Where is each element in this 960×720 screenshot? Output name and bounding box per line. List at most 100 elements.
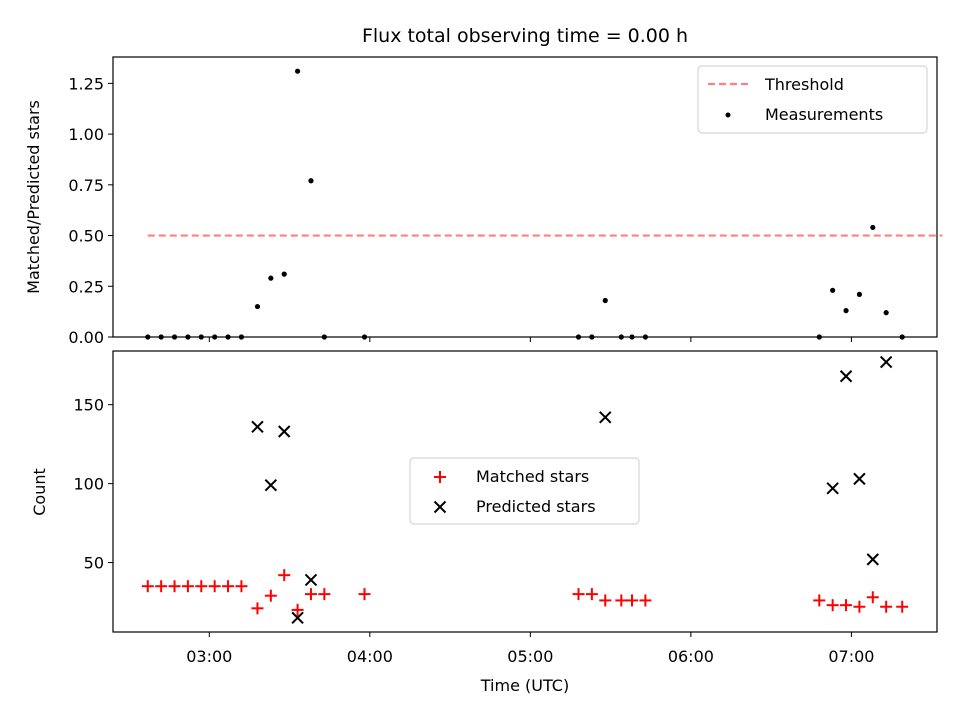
matched-star-point bbox=[813, 594, 826, 607]
predicted-star-point bbox=[879, 355, 893, 369]
matched-stars-points bbox=[141, 569, 909, 616]
predicted-star-point bbox=[826, 482, 839, 495]
predicted-star-point bbox=[291, 611, 304, 624]
measurement-point bbox=[629, 334, 635, 340]
top-legend: Threshold Measurements bbox=[697, 65, 928, 134]
x-stroke-b bbox=[879, 355, 893, 369]
matched-star-point bbox=[826, 599, 839, 612]
predicted-star-point bbox=[278, 425, 291, 438]
legend-matched-label: Matched stars bbox=[476, 467, 589, 486]
bottom-axes-frame bbox=[112, 350, 938, 633]
measurement-point bbox=[254, 303, 261, 310]
matched-star-point bbox=[304, 588, 317, 601]
measurement-point bbox=[185, 334, 191, 340]
matched-star-point bbox=[251, 602, 264, 615]
matched-star-point bbox=[358, 588, 371, 601]
predicted-star-point bbox=[304, 573, 318, 587]
measurement-point bbox=[642, 334, 648, 340]
top-y-tick-label: 1.25 bbox=[68, 74, 104, 93]
top-x-ticks bbox=[208, 337, 852, 342]
measurement-point bbox=[575, 334, 582, 340]
matched-star-point bbox=[318, 588, 331, 601]
predicted-star-point bbox=[599, 411, 612, 424]
top-y-tick-label: 0.75 bbox=[68, 176, 104, 195]
x-stroke-b bbox=[291, 611, 304, 624]
matched-star-point bbox=[264, 589, 277, 602]
measurement-points bbox=[145, 68, 905, 340]
legend-matched-swatch bbox=[434, 471, 446, 483]
x-stroke-b bbox=[264, 478, 278, 492]
top-y-tick-label: 0.00 bbox=[68, 328, 104, 347]
measurement-point bbox=[145, 334, 151, 340]
measurement-point bbox=[361, 334, 368, 340]
x-stroke-b bbox=[866, 553, 879, 566]
measurement-point bbox=[816, 334, 822, 340]
measurement-point bbox=[281, 271, 287, 277]
predicted-star-point bbox=[866, 553, 879, 566]
measurement-point bbox=[212, 334, 218, 340]
matched-star-point bbox=[840, 599, 853, 612]
matched-star-point bbox=[615, 594, 628, 607]
predicted-star-point bbox=[839, 370, 853, 383]
measurement-point bbox=[899, 334, 905, 340]
legend-predicted-marker bbox=[433, 500, 447, 514]
top-legend-box bbox=[697, 65, 928, 134]
bottom-x-tick-label: 07:00 bbox=[828, 647, 874, 666]
legend-measurements-label: Measurements bbox=[765, 105, 883, 124]
matched-star-point bbox=[222, 580, 235, 593]
measurement-point bbox=[870, 224, 876, 231]
matched-star-point bbox=[291, 603, 304, 616]
x-stroke-b bbox=[278, 425, 291, 438]
legend-matched-marker bbox=[434, 471, 446, 483]
matched-star-point bbox=[141, 580, 154, 593]
chart-title: Flux total observing time = 0.00 h bbox=[362, 25, 688, 47]
matched-star-point bbox=[155, 580, 168, 593]
matched-star-point bbox=[853, 600, 866, 613]
measurement-point bbox=[268, 275, 274, 281]
measurement-point bbox=[321, 334, 327, 340]
top-y-ticks: 0.00 0.25 0.50 0.75 1.00 1.25 bbox=[68, 74, 113, 347]
x-stroke-b bbox=[599, 411, 612, 424]
bottom-legend-box bbox=[409, 457, 640, 525]
legend-predicted-label: Predicted stars bbox=[476, 497, 596, 516]
matched-star-point bbox=[572, 588, 585, 601]
bottom-y-tick-label: 150 bbox=[73, 396, 104, 415]
predicted-star-point bbox=[251, 420, 264, 433]
measurement-point bbox=[158, 334, 164, 340]
measurement-point bbox=[589, 334, 595, 340]
bottom-y-tick-label: 100 bbox=[73, 475, 104, 494]
measurement-point bbox=[883, 310, 889, 316]
bottom-x-tick-label: 03:00 bbox=[186, 647, 232, 666]
measurement-point bbox=[294, 68, 301, 74]
top-y-tick-label: 1.00 bbox=[68, 125, 104, 144]
x-stroke-b bbox=[433, 500, 447, 514]
matched-star-point bbox=[639, 594, 652, 607]
matched-star-point bbox=[599, 594, 612, 607]
x-stroke-b bbox=[251, 420, 264, 433]
matched-star-point bbox=[195, 580, 208, 593]
measurement-point bbox=[225, 334, 231, 340]
top-y-tick-label: 0.25 bbox=[68, 277, 104, 296]
measurement-point bbox=[618, 334, 624, 340]
matched-star-point bbox=[235, 580, 248, 593]
x-stroke-b bbox=[826, 482, 839, 495]
legend-measurements-swatch bbox=[725, 112, 731, 118]
matched-star-point bbox=[181, 580, 194, 593]
matched-star-point bbox=[866, 591, 879, 604]
measurement-point bbox=[856, 291, 863, 297]
top-y-axis-label: Matched/Predicted stars bbox=[24, 100, 43, 294]
bottom-x-tick-label: 05:00 bbox=[507, 647, 553, 666]
matched-star-point bbox=[208, 580, 221, 593]
bottom-x-ticks: 03:00 04:00 05:00 06:00 07:00 bbox=[186, 632, 874, 666]
x-stroke-b bbox=[853, 472, 866, 486]
matched-star-point bbox=[896, 600, 909, 613]
predicted-stars-points bbox=[251, 355, 893, 624]
measurement-point bbox=[238, 334, 245, 340]
top-y-tick-label: 0.50 bbox=[68, 227, 104, 246]
x-axis-label: Time (UTC) bbox=[480, 676, 569, 695]
bottom-x-tick-label: 04:00 bbox=[347, 647, 393, 666]
x-stroke-b bbox=[839, 370, 853, 383]
matched-star-point bbox=[880, 600, 893, 613]
bottom-x-tick-label: 06:00 bbox=[668, 647, 714, 666]
